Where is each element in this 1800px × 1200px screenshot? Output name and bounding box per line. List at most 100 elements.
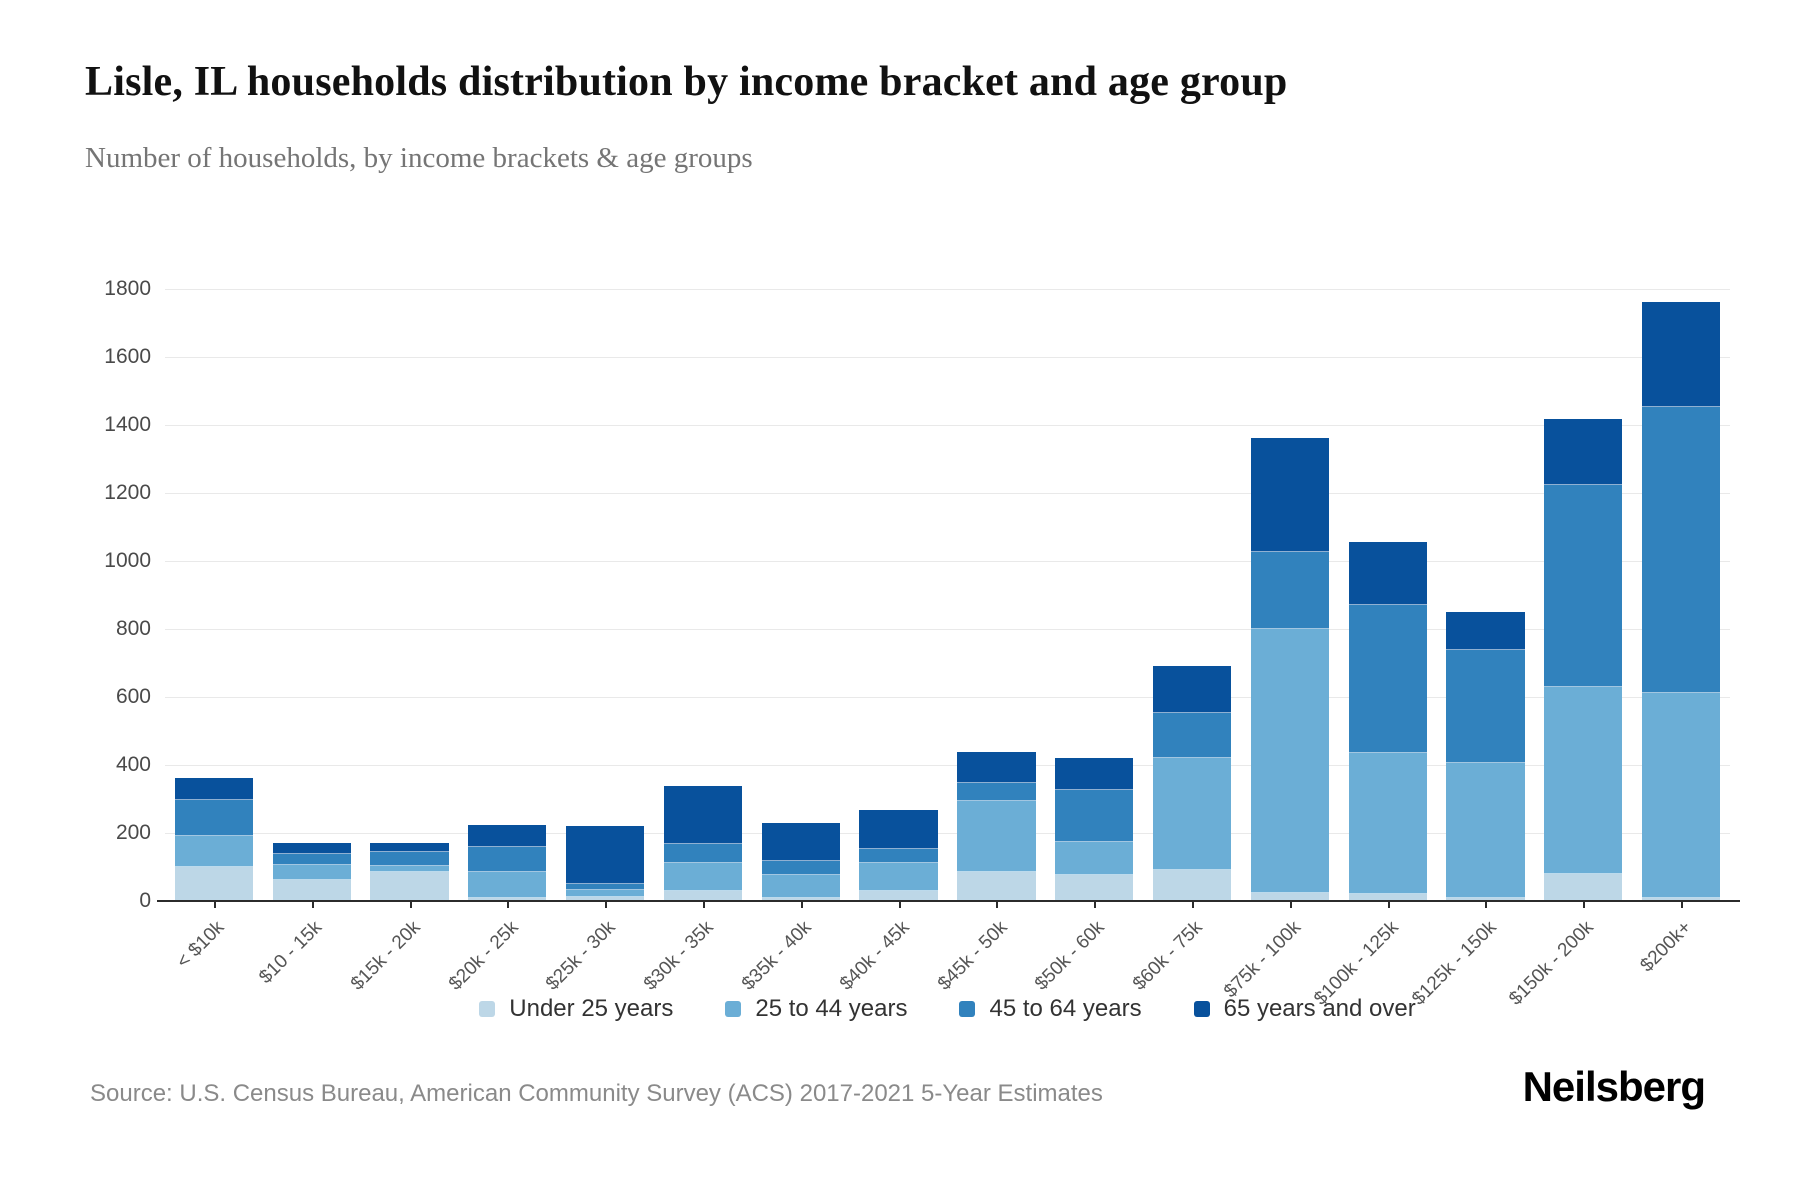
bar-segment[interactable] [663,862,743,891]
bar-segment[interactable] [761,861,840,875]
bar-segment[interactable] [859,848,938,863]
bar-segment[interactable] [957,871,1036,901]
gridline-600 [165,697,1730,698]
bar-segment[interactable] [1055,841,1134,875]
stacked-bar-14[interactable] [1446,611,1525,901]
bar-segment[interactable] [174,835,254,867]
y-axis-tick-label: 1800 [104,277,151,300]
bar-segment[interactable] [468,824,547,847]
x-axis-category-label: $15k - 20k [346,917,425,995]
bar-segment[interactable] [468,846,547,872]
bar-segment[interactable] [1641,898,1721,901]
bar-segment[interactable] [174,777,254,801]
stacked-bar-12[interactable] [1250,438,1329,901]
bar-segment[interactable] [566,825,645,885]
bar-segment[interactable] [761,874,840,898]
bar-segment[interactable] [1641,692,1721,899]
x-axis-category-label: $50k - 60k [1031,917,1110,995]
bar-segment[interactable] [1152,870,1232,901]
bar-segment[interactable] [1250,892,1329,901]
stacked-bar-11[interactable] [1152,666,1232,901]
stacked-bar-4[interactable] [468,824,547,901]
legend-swatch-icon [725,1001,742,1017]
stacked-bar-6[interactable] [663,786,743,901]
stacked-bar-7[interactable] [761,822,840,901]
legend-item[interactable]: 45 to 64 years [959,995,1142,1023]
stacked-bar-16[interactable] [1641,302,1721,901]
x-axis-category-label: $20k - 25k [444,917,523,995]
bar-segment[interactable] [272,879,351,901]
bar-segment[interactable] [957,800,1036,872]
bar-segment[interactable] [1055,874,1134,901]
gridline-1600 [165,357,1730,358]
stacked-bar-8[interactable] [859,809,938,901]
bar-segment[interactable] [1250,552,1329,630]
stacked-bar-10[interactable] [1055,758,1134,901]
bar-segment[interactable] [370,843,449,853]
bar-segment[interactable] [1446,897,1525,901]
bar-segment[interactable] [859,862,938,891]
bar-segment[interactable] [1348,894,1427,901]
bar-segment[interactable] [859,890,938,901]
stacked-bar-1[interactable] [174,777,254,901]
bar-segment[interactable] [468,871,547,898]
bar-segment[interactable] [957,783,1036,801]
bar-segment[interactable] [1641,406,1721,693]
bar-segment[interactable] [566,884,645,890]
bar-segment[interactable] [1446,649,1525,763]
bar-segment[interactable] [1348,541,1427,606]
x-axis-tick [898,901,901,908]
x-axis-tick [1681,901,1684,908]
bar-slot: $30k - 35k [640,289,752,995]
stacked-bar-15[interactable] [1544,419,1623,901]
bar-segment[interactable] [761,897,840,901]
bar-segment[interactable] [1446,611,1525,650]
bar-segment[interactable] [957,751,1036,784]
bar-slot: $50k - 60k [1031,289,1143,995]
bar-slot: $20k - 25k [445,289,556,995]
bar-segment[interactable] [370,865,449,873]
bar-segment[interactable] [370,872,449,901]
stacked-bar-13[interactable] [1348,541,1427,901]
bar-segment[interactable] [174,800,254,836]
bar-segment[interactable] [1544,485,1623,688]
x-axis-category-label: $40k - 45k [835,917,914,995]
legend-item[interactable]: 25 to 44 years [725,995,907,1023]
bar-segment[interactable] [1055,789,1134,842]
bar-segment[interactable] [1544,874,1623,901]
x-axis-category-label: < $10k [173,917,229,973]
bar-segment[interactable] [1250,438,1329,553]
bars-layer: < $10k $10 - 15k $15k - 20k $20k - 25k $25k … [165,289,1730,1010]
bar-segment[interactable] [1641,302,1721,407]
bar-segment[interactable] [272,854,351,865]
bar-segment[interactable] [272,842,351,855]
x-axis-tick [1583,901,1586,908]
bar-segment[interactable] [1055,758,1134,790]
bar-segment[interactable] [566,889,645,897]
bar-segment[interactable] [1250,629,1329,893]
bar-segment[interactable] [468,897,547,901]
stacked-bar-2[interactable] [272,842,351,901]
legend-item[interactable]: Under 25 years [479,995,673,1023]
stacked-bar-9[interactable] [957,751,1036,901]
legend-item[interactable]: 65 years and over [1193,995,1416,1023]
bar-segment[interactable] [1544,687,1623,875]
bar-segment[interactable] [1152,712,1232,759]
stacked-bar-5[interactable] [566,825,645,901]
bar-segment[interactable] [370,852,449,866]
bar-segment[interactable] [1544,419,1623,486]
bar-segment[interactable] [1348,605,1427,754]
bar-segment[interactable] [761,822,840,862]
stacked-bar-3[interactable] [370,843,449,901]
bar-segment[interactable] [1348,753,1427,895]
bar-segment[interactable] [174,867,254,901]
bar-segment[interactable] [663,786,743,844]
bar-segment[interactable] [1152,666,1232,713]
bar-segment[interactable] [1446,762,1525,898]
bar-segment[interactable] [272,864,351,880]
bar-segment[interactable] [663,890,743,901]
bar-segment[interactable] [1152,758,1232,871]
bar-segment[interactable] [663,843,743,863]
bar-segment[interactable] [859,809,938,849]
bar-segment[interactable] [566,896,645,901]
